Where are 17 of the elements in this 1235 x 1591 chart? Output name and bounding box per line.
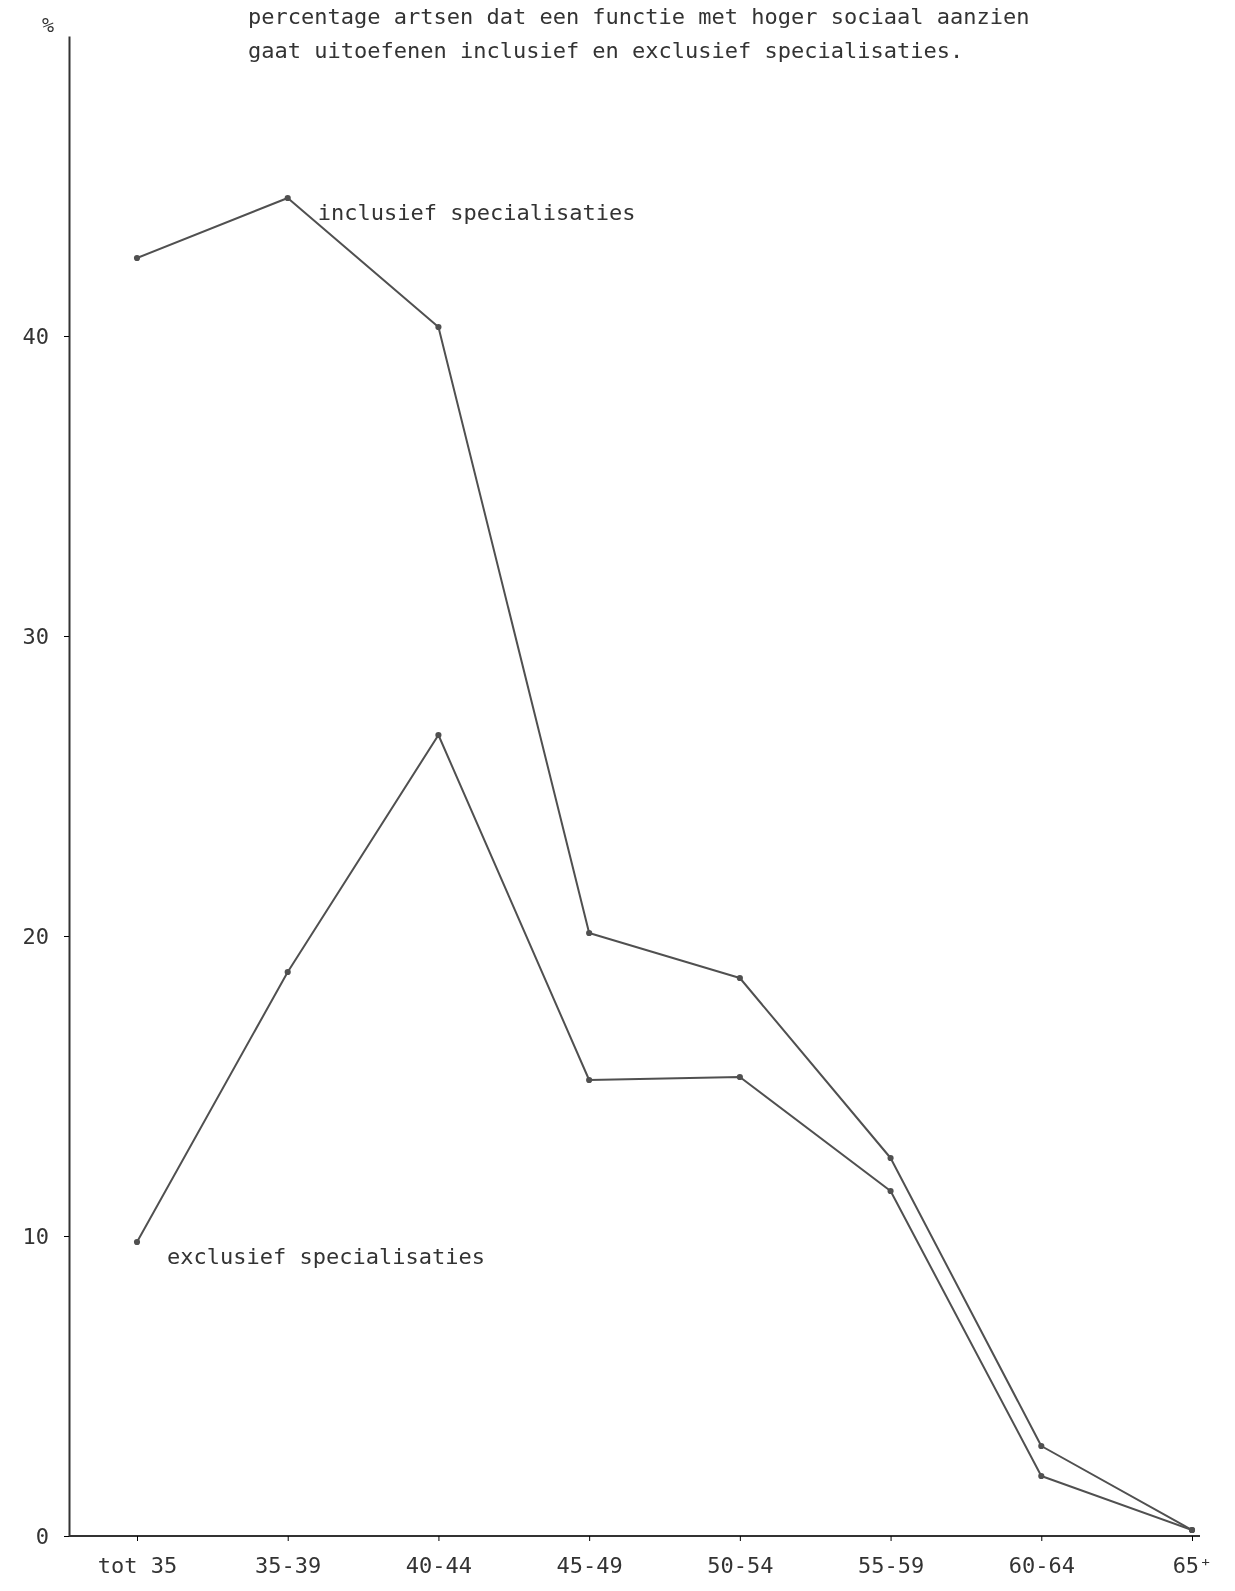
x-tick-label: 50-54 <box>707 1552 774 1578</box>
y-tick-label: 30 <box>22 623 49 649</box>
y-tick-label: 0 <box>35 1523 49 1549</box>
y-tick-label: 20 <box>22 923 49 949</box>
chart-title: percentage artsen dat een functie met hoger sociaal aanzien gaat uitoefenen inclusief en exclusief specialisaties. <box>248 4 1030 63</box>
y-tick-label: 40 <box>22 323 49 349</box>
x-tick-label: tot 35 <box>97 1552 178 1578</box>
x-tick-label: 60-64 <box>1008 1552 1075 1578</box>
x-tick-label: 40-44 <box>405 1552 473 1578</box>
y-tick-label: 10 <box>22 1223 49 1249</box>
x-tick-label: 35-39 <box>255 1552 322 1578</box>
x-tick-label: 45-49 <box>556 1552 623 1578</box>
y-axis-title: % <box>42 13 55 37</box>
series-label: exclusief specialisaties <box>167 1244 485 1269</box>
x-tick-label: 65⁺ <box>1172 1552 1213 1578</box>
x-tick-label: 55-59 <box>857 1552 925 1578</box>
series-label: inclusief specialisaties <box>317 200 636 225</box>
